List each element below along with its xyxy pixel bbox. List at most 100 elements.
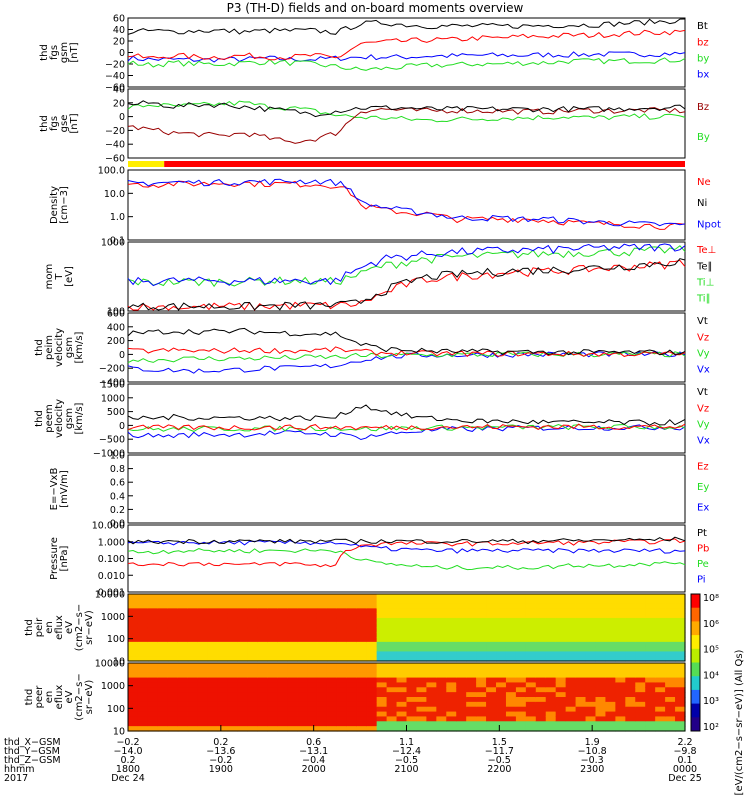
spectrogram-cell — [635, 706, 646, 713]
spectrogram-cell — [446, 677, 457, 684]
spectrogram-cell — [366, 598, 378, 605]
spectrogram-cell — [396, 603, 408, 609]
spectrogram-cell — [237, 701, 248, 708]
spectrogram-cell — [336, 672, 348, 679]
y-axis-label: (cm2−s− — [74, 673, 85, 720]
spectrogram-cell — [267, 706, 278, 713]
spectrogram-cell — [525, 641, 537, 648]
spectrogram-cell — [247, 711, 258, 718]
y-axis-label: thd — [34, 339, 45, 356]
spectrogram-cell — [366, 716, 378, 722]
spectrogram-cell — [416, 603, 427, 609]
spectrogram-cell — [515, 726, 527, 732]
spectrogram-cell — [525, 656, 537, 662]
spectrogram-cell — [316, 651, 328, 657]
series-Vt — [127, 404, 686, 426]
spectrogram-cell — [635, 656, 646, 662]
spectrogram-cell — [406, 603, 418, 609]
spectrogram-cell — [496, 687, 507, 693]
spectrogram-cell — [376, 663, 388, 669]
spectrogram-cell — [217, 697, 229, 703]
spectrogram-cell — [555, 672, 567, 679]
spectrogram-cell — [396, 656, 408, 662]
spectrogram-cell — [157, 682, 169, 688]
spectrogram-cell — [416, 711, 427, 718]
spectrogram-cell — [227, 672, 239, 679]
spectrogram-cell — [675, 692, 686, 698]
spectrogram-cell — [565, 682, 577, 688]
spectrogram-cell — [346, 687, 358, 693]
spectrogram-cell — [625, 617, 636, 624]
spectrogram-cell — [595, 672, 607, 679]
spectrogram-cell — [625, 672, 636, 679]
spectrogram-cell — [217, 637, 229, 643]
spectrogram-cell — [426, 667, 437, 674]
spectrogram-cell — [615, 682, 626, 688]
spectrogram-cell — [416, 651, 427, 657]
spectrogram-cell — [366, 706, 378, 713]
spectrogram-cell — [287, 641, 298, 648]
spectrogram-cell — [356, 632, 368, 638]
spectrogram-cell — [187, 721, 199, 727]
spectrogram-cell — [595, 667, 607, 674]
spectrogram-cell — [356, 594, 368, 600]
spectrogram-cell — [645, 613, 656, 619]
x-row-value: 1.5 — [492, 737, 507, 748]
spectrogram-cell — [675, 667, 686, 674]
spectrogram-cell — [565, 608, 577, 614]
spectrogram-cell — [545, 672, 557, 679]
spectrogram-cell — [197, 692, 209, 698]
legend-entry: Pi — [697, 575, 706, 586]
spectrogram-cell — [217, 692, 229, 698]
y-tick-label: 1000 — [101, 238, 125, 249]
spectrogram-cell — [326, 613, 338, 619]
spectrogram-cell — [456, 622, 467, 629]
spectrogram-cell — [187, 701, 199, 708]
spectrogram-cell — [615, 594, 626, 600]
spectrogram-cell — [217, 594, 229, 600]
spectrogram-cell — [217, 663, 229, 669]
spectrogram-cell — [237, 637, 248, 643]
spectrogram-cell — [197, 667, 209, 674]
series-Te2 — [127, 258, 686, 311]
spectrogram-cell — [545, 646, 557, 653]
spectrogram-cell — [396, 706, 408, 713]
spectrogram-cell — [396, 641, 408, 648]
spectrogram-cell — [625, 667, 636, 674]
spectrogram-cell — [137, 622, 149, 629]
series-by — [127, 57, 686, 71]
spectrogram-cell — [187, 637, 199, 643]
spectrogram-cell — [525, 711, 537, 718]
spectrogram-cell — [147, 706, 159, 713]
spectrogram-cell — [675, 646, 686, 653]
spectrogram-cell — [396, 594, 408, 600]
spectrogram-cell — [197, 672, 209, 679]
spectrogram-cell — [316, 608, 328, 614]
spectrogram-cell — [456, 641, 467, 648]
spectrogram-cell — [605, 646, 616, 653]
spectrogram-cell — [147, 692, 159, 698]
spectrogram-cell — [565, 594, 577, 600]
spectrogram-cell — [496, 608, 507, 614]
spectrogram-cell — [307, 656, 318, 662]
spectrogram-cell — [575, 687, 587, 693]
spectrogram-cell — [287, 627, 298, 633]
spectrogram-cell — [287, 711, 298, 718]
spectrogram-cell — [356, 726, 368, 732]
spectrogram-cell — [267, 627, 278, 633]
spectrogram-cell — [217, 687, 229, 693]
legend-entry: bz — [697, 37, 709, 48]
spectrogram-cell — [575, 721, 587, 727]
spectrogram-cell — [177, 627, 189, 633]
spectrogram-cell — [496, 622, 507, 629]
spectrogram-cell — [366, 608, 378, 614]
spectrogram-cell — [346, 608, 358, 614]
spectrogram-cell — [147, 721, 159, 727]
spectrogram-cell — [615, 632, 626, 638]
spectrogram-cell — [555, 651, 567, 657]
spectrogram-cell — [237, 706, 248, 713]
spectrogram-cell — [346, 637, 358, 643]
spectrogram-cell — [307, 726, 318, 732]
spectrogram-cell — [217, 701, 229, 708]
spectrogram-cell — [486, 627, 497, 633]
